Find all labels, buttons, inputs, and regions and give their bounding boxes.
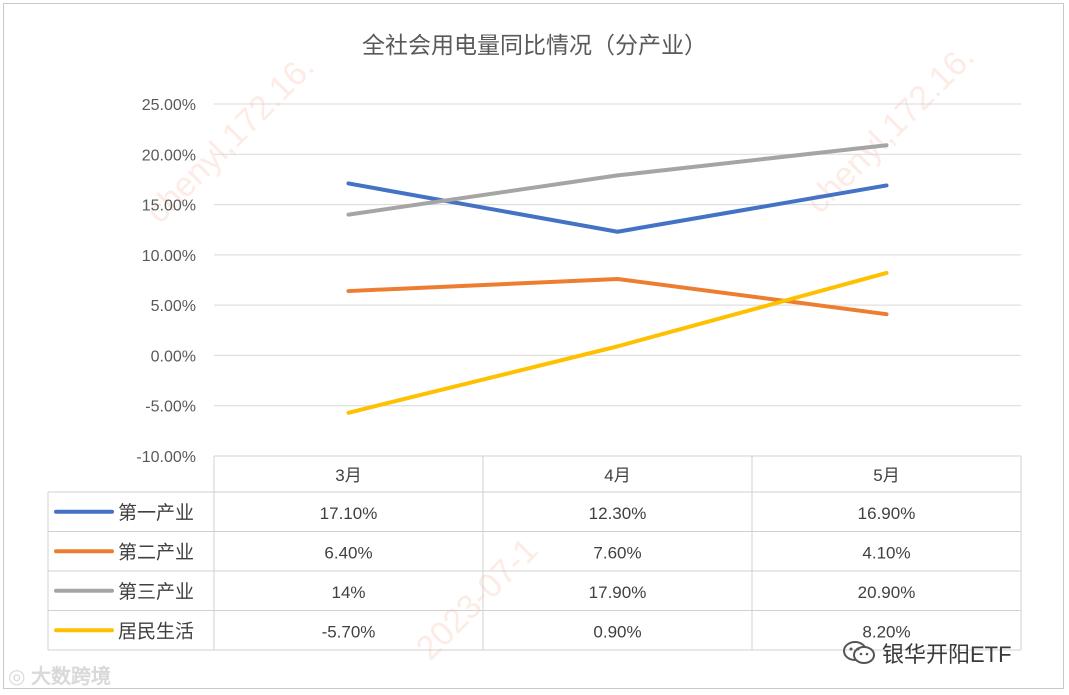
x-category-label: 5月 — [873, 466, 899, 485]
table-value: 8.20% — [862, 622, 910, 641]
series-label: 第二产业 — [118, 541, 194, 563]
watermark-text: 大数跨境 — [31, 666, 112, 688]
y-tick-label: 15.00% — [142, 198, 196, 215]
table-value: 0.90% — [593, 622, 641, 641]
y-tick-label: 20.00% — [142, 147, 196, 164]
y-tick-label: -5.00% — [145, 399, 196, 416]
table-value: 20.90% — [858, 583, 916, 602]
y-tick-label: 25.00% — [142, 97, 196, 114]
table-value: 17.10% — [320, 504, 378, 523]
x-category-label: 3月 — [335, 466, 361, 485]
table-value: -5.70% — [322, 622, 376, 641]
series-line-2 — [346, 276, 889, 317]
table-value: 6.40% — [324, 543, 372, 562]
series-label: 居民生活 — [118, 620, 194, 642]
series-line-4 — [346, 270, 889, 415]
table-value: 4.10% — [862, 543, 910, 562]
brand-watermark: 银华开阳ETF — [842, 637, 1012, 669]
series-label: 第三产业 — [118, 581, 194, 603]
wechat-icon — [842, 640, 876, 666]
series-label: 第一产业 — [118, 502, 194, 524]
bottom-left-watermark: ◎ 大数跨境 — [8, 666, 112, 688]
series-line-3 — [346, 143, 889, 217]
y-tick-label: 10.00% — [142, 248, 196, 265]
brand-text: 银华开阳ETF — [882, 642, 1012, 667]
y-tick-label: 5.00% — [151, 298, 196, 315]
table-value: 7.60% — [593, 543, 641, 562]
table-value: 12.30% — [589, 504, 647, 523]
table-value: 16.90% — [858, 504, 916, 523]
table-value: 17.90% — [589, 583, 647, 602]
x-category-label: 4月 — [604, 466, 630, 485]
series-line-1 — [346, 181, 889, 234]
chart-title: 全社会用电量同比情况（分产业） — [362, 32, 707, 58]
table-value: 14% — [331, 583, 365, 602]
y-tick-label: 0.00% — [151, 348, 196, 365]
y-tick-label: -10.00% — [136, 449, 196, 466]
chart-frame — [3, 3, 1064, 689]
